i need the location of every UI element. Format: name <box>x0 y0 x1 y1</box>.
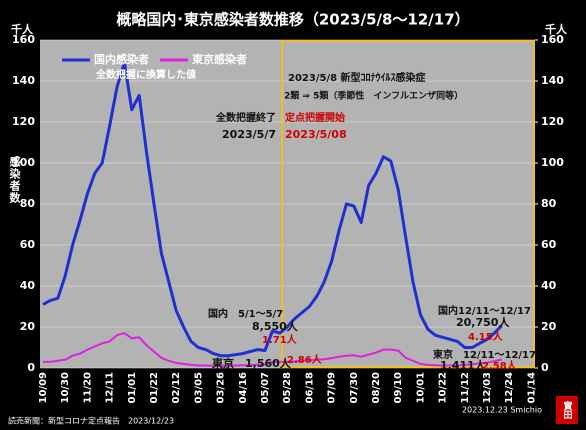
y2-tick-label: 100 <box>541 156 564 169</box>
annotation: 定点把握開始 <box>285 111 345 124</box>
annotation: 4.15人 <box>468 330 504 343</box>
legend-label: 東京感染者 <box>192 52 247 66</box>
x-tick-label: 11/12 <box>460 372 471 404</box>
y-tick-label: 160 <box>12 33 35 46</box>
annotation: 2.58人 <box>482 359 518 372</box>
x-tick-label: 07/09 <box>327 372 338 404</box>
x-tick-label: 12/24 <box>504 372 515 404</box>
y-unit: 千人 <box>11 22 34 36</box>
y-tick-label: 140 <box>12 74 35 87</box>
annotation: 2.86人 <box>287 353 323 366</box>
y2-tick-label: 0 <box>541 361 549 374</box>
period-frame <box>281 40 535 368</box>
y2-tick-label: 80 <box>541 197 557 210</box>
y2-tick-label: 160 <box>541 33 564 46</box>
y2-tick-label: 60 <box>541 238 557 251</box>
x-tick-label: 08/20 <box>371 372 382 404</box>
x-tick-label: 10/22 <box>438 372 449 404</box>
annotation: 全数把握終了 <box>215 111 276 124</box>
annotation: 1,411人 <box>440 358 487 372</box>
y-tick-label: 0 <box>27 361 35 374</box>
x-tick-label: 02/12 <box>171 372 182 404</box>
series-line <box>43 332 503 367</box>
x-tick-label: 04/16 <box>238 372 249 404</box>
x-tick-label: 11/20 <box>82 372 93 404</box>
x-tick-label: 01/01 <box>127 372 138 404</box>
x-tick-label: 06/18 <box>304 372 315 404</box>
source: 読売新聞：新型コロナ定点報告 2023/12/23 <box>8 416 174 426</box>
y2-tick-label: 40 <box>541 279 557 292</box>
y2-tick-label: 120 <box>541 115 564 128</box>
y-tick-label: 80 <box>20 197 36 210</box>
x-tick-label: 03/05 <box>193 372 204 404</box>
annotation: 1,560人 <box>245 356 292 370</box>
annotation: 国内 5/1～5/7 <box>208 307 283 320</box>
y-tick-label: 60 <box>20 238 36 251</box>
x-tick-label: 10/01 <box>415 372 426 404</box>
annotation: 2類 ⇒ 5類（季節性 インフルエンザ同等） <box>284 90 463 102</box>
y-label: 感染者数 <box>8 155 22 204</box>
stamp-box <box>556 396 578 424</box>
legend-note: 全数把握に換算した値 <box>95 68 196 81</box>
y2-unit: 千人 <box>545 22 568 36</box>
x-tick-label: 12/11 <box>105 372 116 404</box>
legend-label: 国内感染者 <box>94 52 149 66</box>
annotation: 東京 12/11～12/17 <box>433 348 536 361</box>
annotation: 8,550人 <box>252 319 299 333</box>
x-tick-label: 09/10 <box>393 372 404 404</box>
y2-tick-label: 20 <box>541 320 557 333</box>
annotation: 2023/5/8 新型ｺﾛﾅｳｲﾙｽ感染症 <box>288 71 426 84</box>
y-tick-label: 100 <box>12 156 35 169</box>
x-tick-label: 07/30 <box>349 372 360 404</box>
x-tick-label: 10/30 <box>60 372 71 404</box>
annotation: 東京 <box>212 356 234 370</box>
annotation: 20,750人 <box>456 315 510 329</box>
y-tick-label: 20 <box>20 320 36 333</box>
x-tick-label: 01/22 <box>149 372 160 404</box>
annotation: 2023/5/7 <box>222 128 276 141</box>
y-tick-label: 120 <box>12 115 35 128</box>
x-tick-label: 03/26 <box>216 372 227 404</box>
stamp: 實田 <box>562 400 573 420</box>
annotation: 1.71人 <box>262 333 298 346</box>
x-tick-label: 01/14 <box>526 372 537 404</box>
x-tick-label: 10/09 <box>38 372 49 404</box>
x-tick-label: 12/03 <box>482 372 493 404</box>
annotation: 2023/5/08 <box>285 128 347 141</box>
x-tick-label: 05/07 <box>260 372 271 404</box>
credit: 2023.12.23 Smichio <box>462 406 542 415</box>
y2-tick-label: 140 <box>541 74 564 87</box>
series-line <box>42 61 503 358</box>
y-tick-label: 40 <box>20 279 36 292</box>
annotation: 国内12/11～12/17 <box>438 304 531 317</box>
x-tick-label: 05/28 <box>282 372 293 404</box>
chart-title: 概略国内･東京感染者数推移（2023/5/8〜12/17） <box>116 11 469 29</box>
